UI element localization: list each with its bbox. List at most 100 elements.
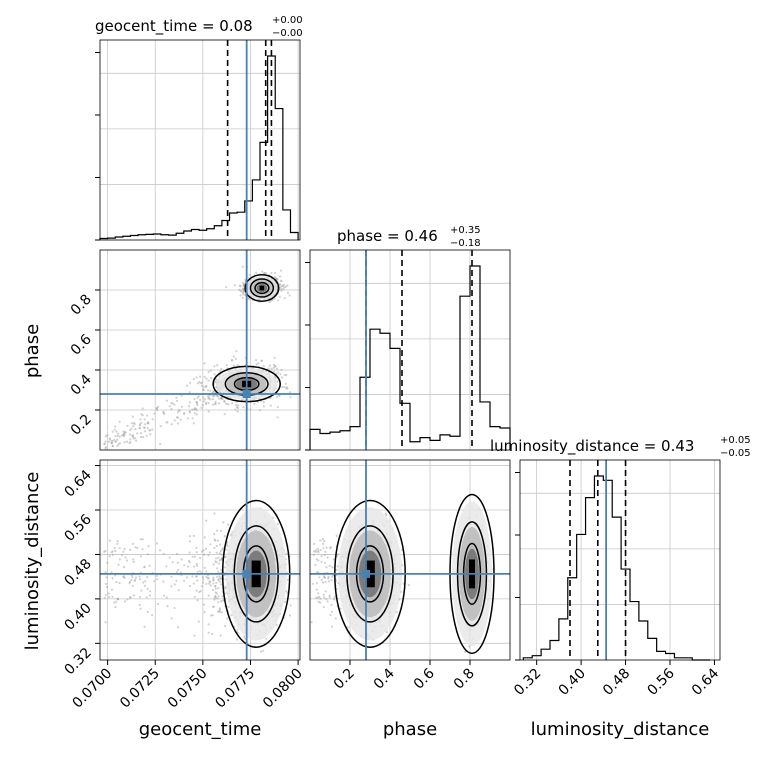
sample-point (336, 553, 339, 556)
sample-point (108, 595, 111, 599)
sample-point (216, 567, 219, 570)
sample-point (317, 551, 320, 554)
sample-point (123, 566, 126, 569)
sample-point (213, 365, 216, 368)
sample-point (407, 584, 410, 587)
sample-point (146, 421, 149, 424)
title-phase-minus: −0.18 (450, 238, 481, 249)
sample-point (111, 577, 114, 580)
sample-point (322, 593, 325, 596)
sample-point (195, 551, 198, 554)
sample-point (193, 397, 196, 401)
sample-point (323, 561, 327, 564)
sample-point (118, 442, 121, 445)
sample-point (225, 364, 228, 367)
sample-point (157, 602, 160, 606)
sample-point (126, 598, 129, 601)
sample-point (187, 405, 191, 408)
sample-point (286, 578, 290, 582)
sample-point (180, 394, 183, 397)
sample-point (203, 375, 206, 378)
sample-point (217, 556, 220, 559)
sample-point (277, 299, 280, 302)
sample-point (384, 512, 387, 515)
sample-point (335, 534, 338, 538)
sample-point (201, 404, 204, 407)
sample-point (222, 599, 225, 602)
frame-layer (99, 39, 721, 661)
xtick-label-luminosity-distance: 0.64 (689, 665, 722, 698)
sample-point (131, 434, 135, 437)
sample-point (212, 563, 215, 566)
sample-point (104, 447, 107, 450)
sample-point (214, 539, 217, 542)
sample-point (146, 427, 149, 430)
sample-point (177, 589, 180, 592)
xtick-label-luminosity-distance: 0.48 (600, 666, 633, 699)
sample-point (115, 600, 118, 603)
sample-point (123, 547, 126, 551)
sample-point (203, 566, 206, 569)
sample-point (227, 403, 230, 406)
sample-point (259, 409, 262, 412)
sample-point (274, 364, 277, 368)
sample-point (315, 571, 318, 574)
sample-point (263, 271, 266, 275)
xtick-label-luminosity-distance: 0.32 (511, 666, 544, 699)
sample-point (213, 538, 216, 541)
xtick-label-luminosity-distance: 0.56 (644, 665, 677, 698)
sample-point (203, 362, 206, 365)
sample-point (203, 398, 206, 401)
sample-point (193, 555, 196, 558)
sample-point (200, 384, 203, 387)
sample-point (110, 442, 113, 445)
sample-point (234, 408, 237, 411)
sample-point (289, 396, 292, 399)
sample-point (151, 428, 154, 431)
sample-point (115, 440, 118, 443)
sample-point (272, 363, 275, 366)
sample-point (219, 558, 223, 561)
sample-point (138, 426, 141, 429)
sample-point (143, 426, 146, 429)
sample-point (177, 422, 180, 425)
sample-point (274, 272, 277, 275)
sample-point (288, 294, 291, 297)
sample-point (241, 281, 245, 284)
sample-point (104, 582, 107, 585)
sample-point (203, 611, 206, 614)
sample-point (129, 441, 132, 444)
sample-point (239, 294, 242, 297)
sample-point (220, 583, 223, 586)
sample-point (129, 429, 132, 432)
sample-point (269, 404, 272, 407)
sample-point (156, 409, 159, 412)
sample-point (217, 570, 220, 573)
sample-point (195, 401, 198, 404)
sample-point (191, 575, 194, 578)
sample-point (146, 553, 149, 556)
sample-point (185, 576, 189, 579)
sample-point (110, 551, 113, 554)
axis-label-layer: geocent_time phase luminosity_distance p… (22, 324, 709, 740)
sample-point (178, 409, 181, 412)
sample-point (199, 556, 202, 560)
sample-point (140, 421, 143, 424)
sample-point (278, 394, 281, 397)
sample-point (103, 550, 106, 554)
sample-point (149, 590, 152, 593)
sample-point (223, 535, 226, 538)
sample-point (327, 575, 330, 579)
sample-point (134, 437, 137, 440)
sample-point (214, 596, 217, 599)
sample-point (218, 552, 221, 555)
sample-point (323, 576, 326, 579)
sample-point (128, 433, 131, 436)
sample-point (165, 596, 168, 599)
sample-point (117, 443, 120, 446)
sample-point (326, 600, 329, 603)
sample-point (179, 418, 182, 421)
sample-point (193, 408, 196, 411)
sample-point (231, 402, 234, 405)
